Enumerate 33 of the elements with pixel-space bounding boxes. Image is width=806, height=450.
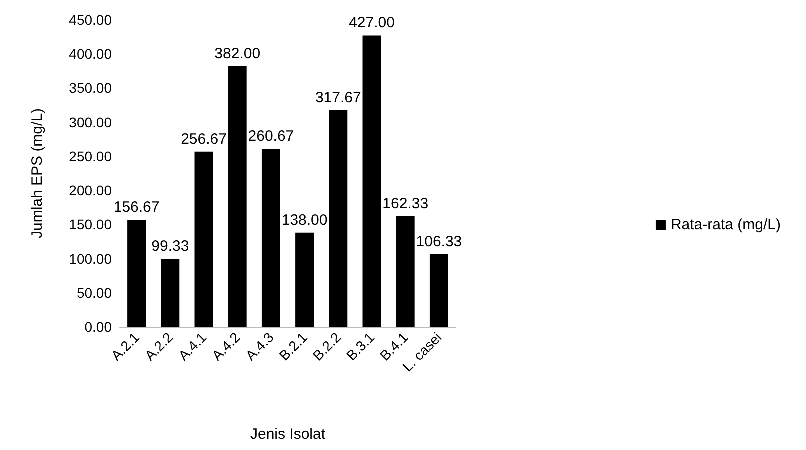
y-tick-label: 450.00 bbox=[69, 12, 112, 28]
data-label: 99.33 bbox=[152, 238, 190, 256]
data-label: 256.67 bbox=[181, 130, 227, 148]
bar bbox=[329, 110, 348, 327]
data-label: 156.67 bbox=[114, 199, 160, 216]
bar bbox=[194, 152, 214, 327]
y-axis-title: Jumlah EPS (mg/L) bbox=[29, 108, 46, 239]
y-tick-label: 0.00 bbox=[84, 319, 112, 335]
y-tick-label: 200.00 bbox=[69, 182, 112, 199]
bar bbox=[228, 66, 247, 327]
bar bbox=[396, 216, 415, 327]
data-label: 106.33 bbox=[416, 233, 462, 250]
y-tick-label: 100.00 bbox=[69, 250, 112, 267]
y-tick-label: 150.00 bbox=[69, 216, 112, 233]
data-label: 138.00 bbox=[282, 212, 328, 229]
y-tick-label: 50.00 bbox=[76, 284, 112, 301]
bar bbox=[430, 254, 448, 327]
bar bbox=[362, 36, 382, 327]
legend-label: Rata-rata (mg/L) bbox=[670, 216, 782, 234]
bar bbox=[161, 259, 180, 327]
bar bbox=[128, 220, 146, 327]
data-label: 162.33 bbox=[382, 195, 429, 212]
data-label: 427.00 bbox=[349, 14, 395, 32]
bar bbox=[296, 232, 314, 327]
y-tick-label: 300.00 bbox=[69, 114, 112, 130]
data-label: 317.67 bbox=[315, 89, 362, 106]
bar bbox=[262, 149, 280, 327]
x-axis-title: Jenis Isolat bbox=[250, 426, 326, 443]
data-label: 260.67 bbox=[248, 128, 294, 146]
y-tick-label: 350.00 bbox=[69, 80, 112, 96]
y-tick-label: 250.00 bbox=[69, 148, 112, 164]
data-label: 382.00 bbox=[214, 45, 261, 62]
y-tick-label: 400.00 bbox=[69, 46, 112, 62]
